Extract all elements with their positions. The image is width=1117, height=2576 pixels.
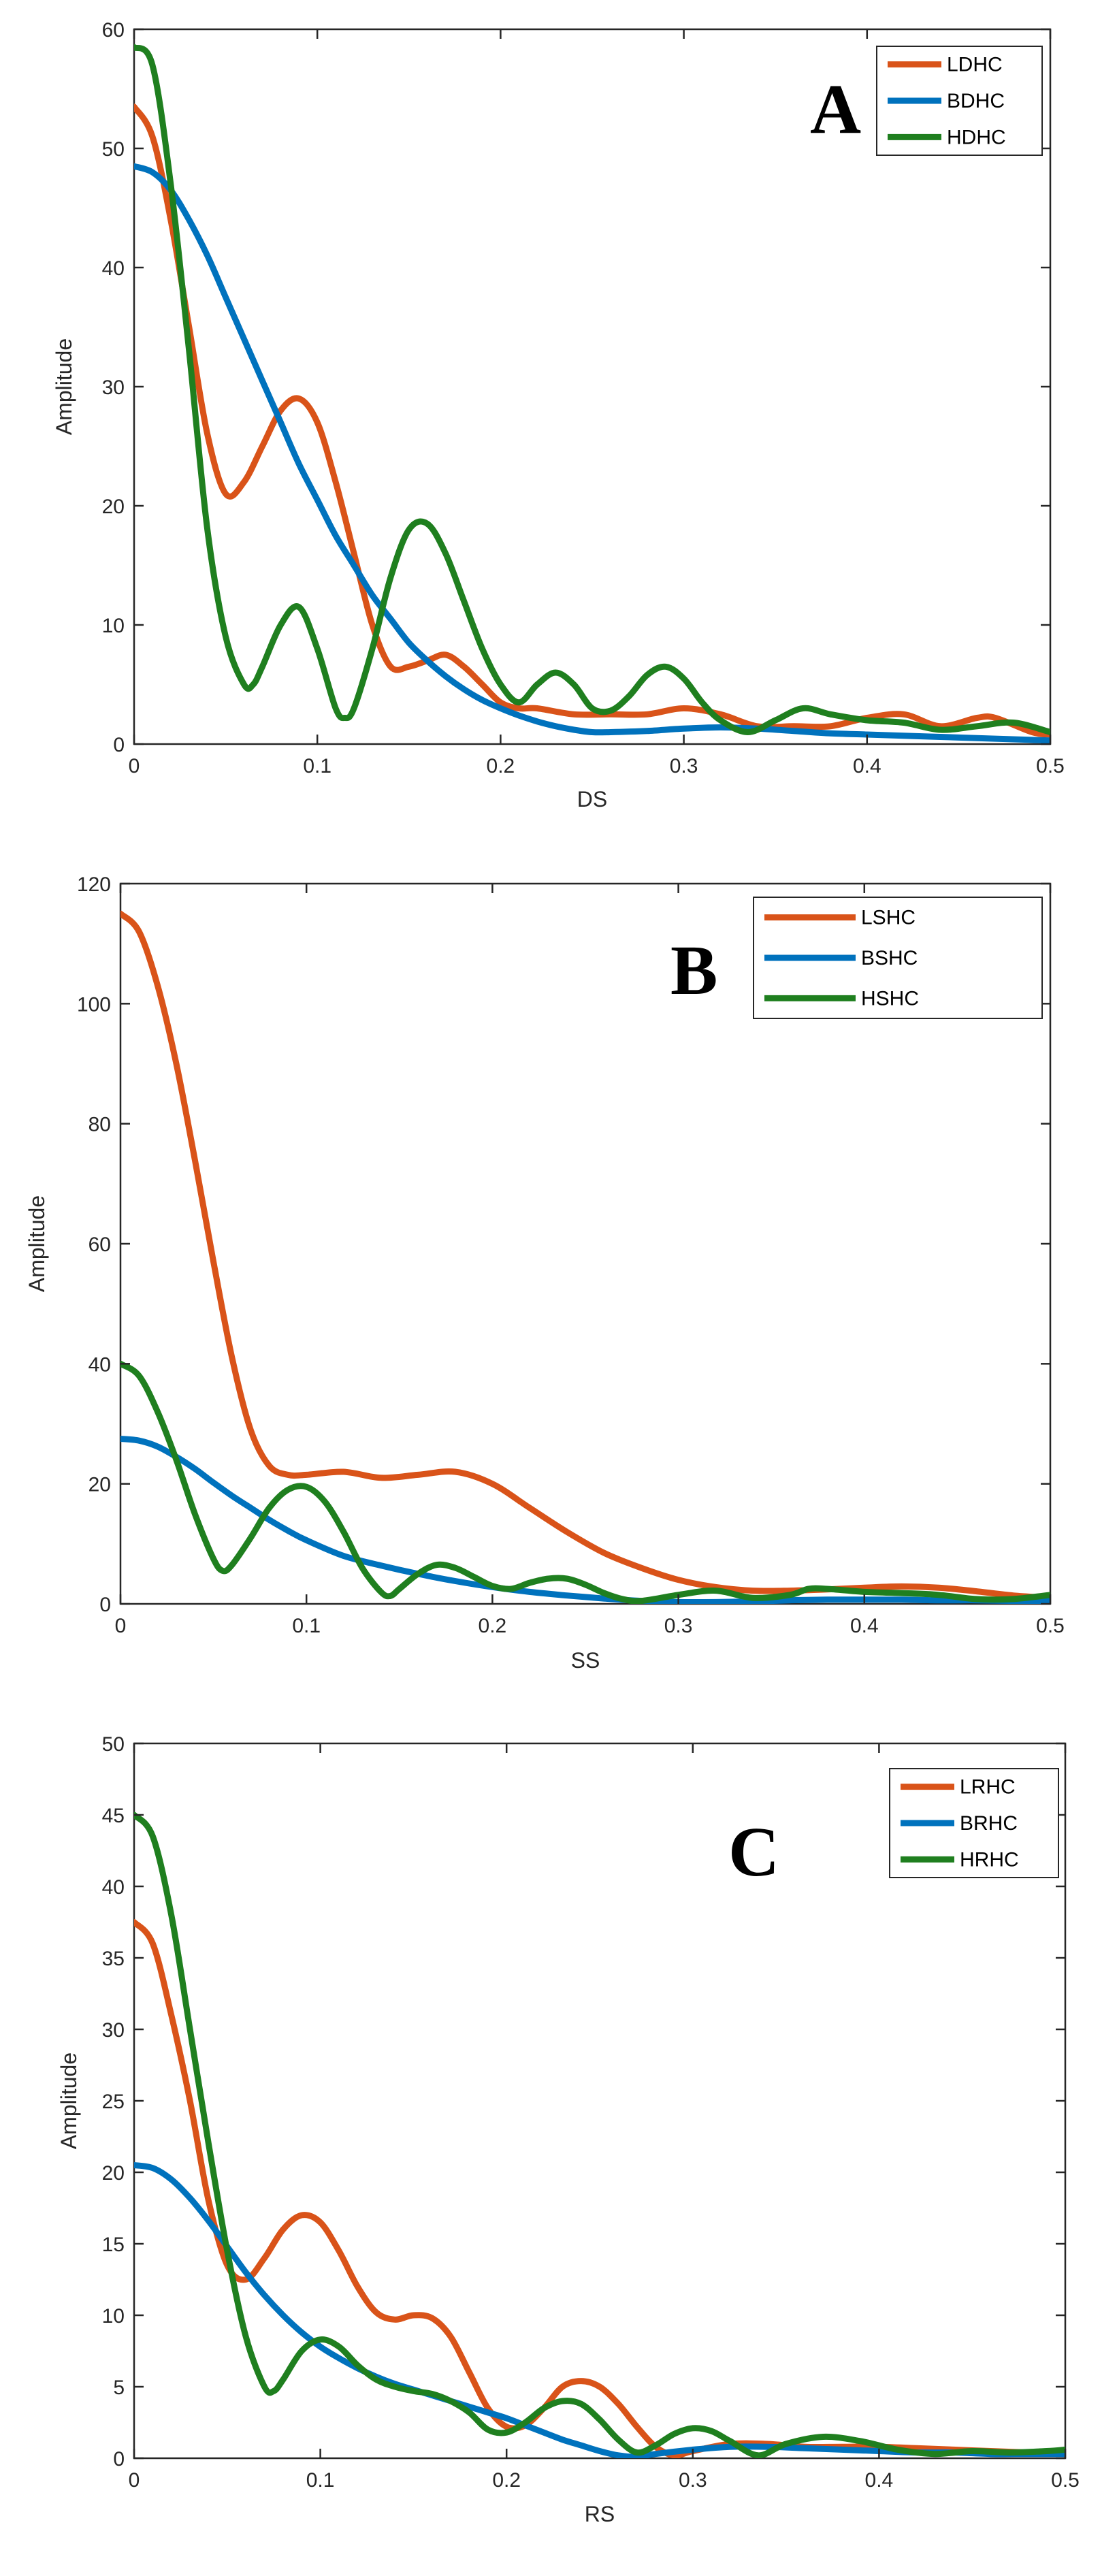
chart-panel-c: 0 0.1 0.2 0.3 0.4 0.5 0 5 10 15 20 25 30 35 40 45 50 RS Am… — [56, 1733, 1080, 2526]
series-line-bdhc — [134, 163, 1050, 744]
y-tick-label: 30 — [102, 376, 125, 399]
x-tick-label: 0.1 — [306, 2469, 335, 2492]
y-tick-label: 40 — [102, 1876, 125, 1899]
series-line-hshc — [120, 1360, 1050, 1604]
x-tick-label: 0.3 — [679, 2469, 707, 2492]
y-tick-label: 35 — [102, 1948, 125, 1970]
y-tick-label: 20 — [102, 2162, 125, 2185]
y-tick-label: 10 — [102, 615, 125, 637]
y-tick-label: 30 — [102, 2019, 125, 2042]
x-tick-label: 0 — [129, 2469, 140, 2492]
panel-label: B — [670, 931, 717, 1010]
legend-label-brhc: BRHC — [960, 1812, 1018, 1835]
x-tick-label: 0.5 — [1036, 755, 1065, 777]
legend-label-ldhc: LDHC — [947, 54, 1003, 76]
x-tick-label: 0.2 — [479, 1615, 507, 1637]
panel-label: A — [810, 70, 861, 148]
y-tick-label: 40 — [102, 257, 125, 280]
chart-panel-a: 0 0.1 0.2 0.3 0.4 0.5 0 10 20 30 40 50 60 DS Amplitude… — [52, 19, 1065, 811]
y-axis-label: Amplitude — [56, 2052, 81, 2149]
y-tick-label: 0 — [113, 734, 125, 756]
y-tick-label: 80 — [88, 1114, 111, 1136]
x-tick-label: 0.3 — [670, 755, 698, 777]
x-tick-label: 0.5 — [1036, 1615, 1065, 1637]
legend-label-lshc: LSHC — [861, 907, 916, 929]
y-tick-label: 100 — [77, 993, 111, 1016]
y-tick-label: 60 — [88, 1234, 111, 1256]
y-tick-label: 20 — [102, 496, 125, 518]
y-tick-label: 50 — [102, 1733, 125, 1756]
chart-panel-b: 0 0.1 0.2 0.3 0.4 0.5 0 20 40 60 80 100 120 SS Amplitu… — [25, 873, 1065, 1673]
legend-label-bshc: BSHC — [861, 947, 918, 969]
x-tick-label: 0.2 — [492, 2469, 521, 2492]
x-axis-label: RS — [585, 2502, 615, 2526]
x-tick-label: 0.4 — [865, 2469, 894, 2492]
legend: LDHC BDHC HDHC — [876, 46, 1043, 156]
y-axis-label: Amplitude — [25, 1195, 49, 1292]
y-tick-label: 25 — [102, 2091, 125, 2113]
legend-label-hrhc: HRHC — [960, 1848, 1019, 1871]
x-tick-label: 0.1 — [303, 755, 331, 777]
y-tick-label: 60 — [102, 19, 125, 42]
x-tick-label: 0.4 — [853, 755, 881, 777]
y-tick-label: 15 — [102, 2234, 125, 2256]
y-axis-label: Amplitude — [52, 338, 76, 435]
legend-label-bdhc: BDHC — [947, 90, 1005, 112]
x-axis-label: DS — [577, 787, 607, 811]
legend: LSHC BSHC HSHC — [753, 897, 1043, 1019]
series-line-brhc — [134, 2162, 1065, 2458]
x-tick-label: 0 — [115, 1615, 127, 1637]
y-tick-label: 0 — [99, 1594, 111, 1616]
x-tick-label: 0.3 — [664, 1615, 693, 1637]
y-tick-label: 20 — [88, 1474, 111, 1496]
y-tick-label: 10 — [102, 2305, 125, 2328]
x-tick-label: 0.5 — [1051, 2469, 1080, 2492]
x-axis-label: SS — [571, 1648, 600, 1673]
y-tick-label: 0 — [113, 2448, 125, 2470]
x-tick-label: 0 — [129, 755, 140, 777]
legend-label-lrhc: LRHC — [960, 1776, 1016, 1799]
series-line-hrhc — [134, 1812, 1065, 2458]
series-line-ldhc — [134, 103, 1050, 738]
y-tick-label: 5 — [113, 2377, 125, 2399]
y-tick-label: 40 — [88, 1353, 111, 1376]
x-tick-label: 0.4 — [850, 1615, 879, 1637]
panel-label: C — [728, 1813, 779, 1891]
x-tick-label: 0.2 — [487, 755, 515, 777]
y-tick-label: 50 — [102, 138, 125, 161]
y-tick-label: 45 — [102, 1805, 125, 1827]
legend-label-hshc: HSHC — [861, 987, 919, 1010]
legend-label-hdhc: HDHC — [947, 126, 1006, 148]
legend: LRHC BRHC HRHC — [889, 1768, 1059, 1878]
x-tick-label: 0.1 — [292, 1615, 321, 1637]
y-tick-label: 120 — [77, 873, 111, 896]
series-line-hdhc — [134, 44, 1050, 735]
